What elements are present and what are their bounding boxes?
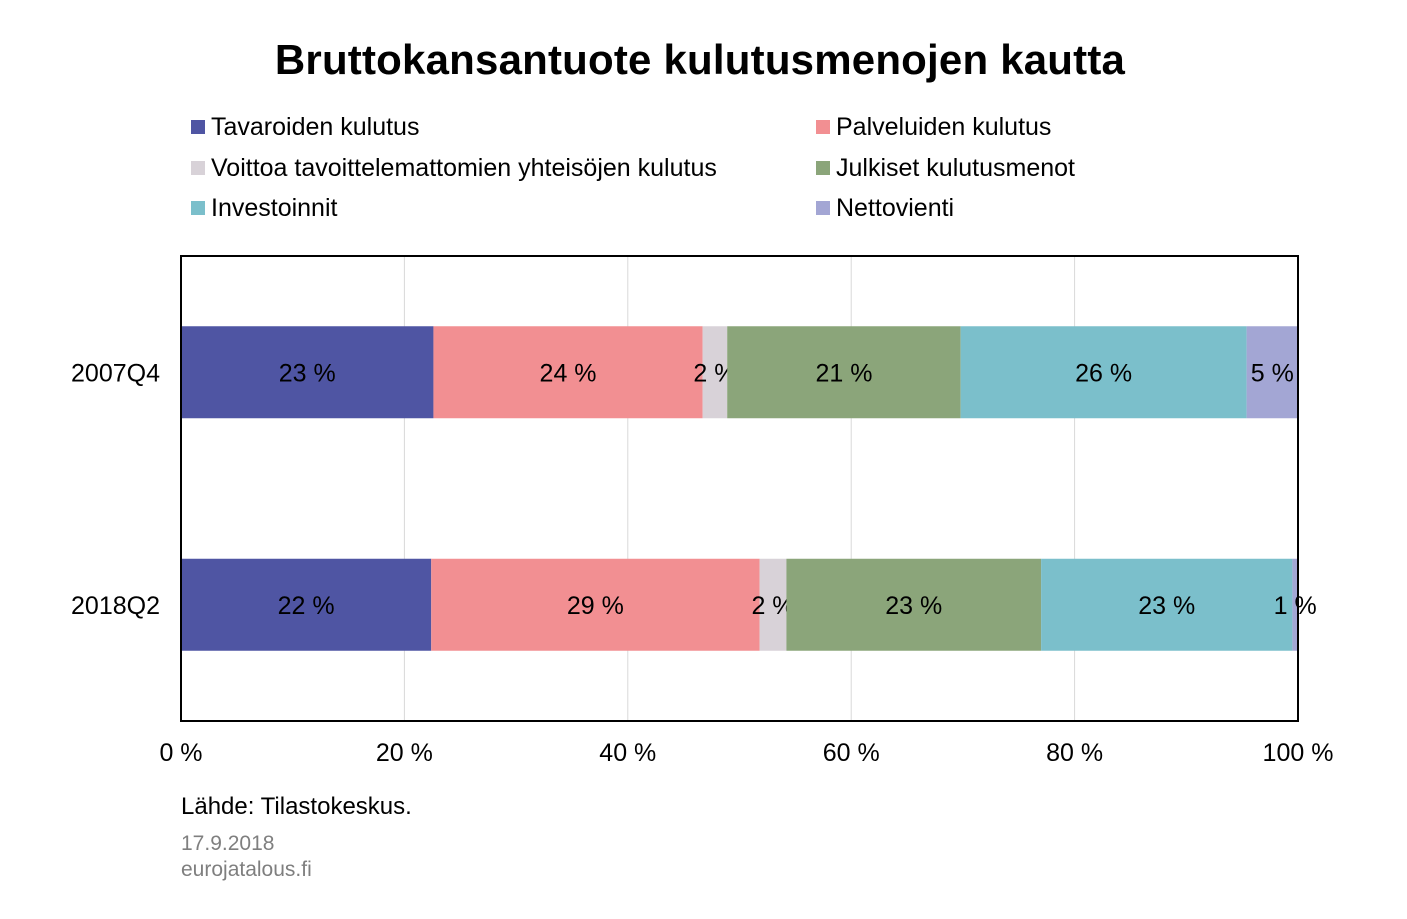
data-label: 23 %	[1138, 592, 1195, 620]
bar-segment	[181, 558, 432, 651]
legend-swatch	[816, 120, 830, 134]
data-label: 1 %	[1274, 592, 1317, 620]
legend-label: Tavaroiden kulutus	[211, 113, 420, 141]
legend-swatch	[191, 161, 205, 175]
data-label: 26 %	[1075, 359, 1132, 387]
bar-segment	[1246, 326, 1298, 419]
bar-segment	[960, 326, 1247, 419]
bar-segment	[433, 326, 703, 419]
plot-border	[180, 255, 1299, 722]
data-label: 23 %	[885, 592, 942, 620]
category-label: 2007Q4	[71, 359, 160, 387]
legend-label: Nettovienti	[836, 194, 955, 222]
legend-label: Investoinnit	[211, 194, 338, 222]
data-label: 23 %	[279, 359, 336, 387]
legend-swatch	[191, 201, 205, 215]
legend-label: Palveluiden kulutus	[836, 113, 1052, 141]
chart-title: Bruttokansantuote kulutusmenojen kautta	[274, 36, 1126, 83]
bar-segment	[1041, 558, 1293, 651]
data-label: 5 %	[1251, 359, 1294, 387]
legend-swatch	[191, 120, 205, 134]
x-tick-label: 100 %	[1263, 739, 1334, 767]
bar-segment	[786, 558, 1042, 651]
x-tick-label: 60 %	[823, 739, 880, 767]
bar-segment	[727, 326, 961, 419]
bar-segment	[759, 558, 787, 651]
bar-segment	[702, 326, 728, 419]
legend-label: Julkiset kulutusmenot	[836, 154, 1076, 182]
legend-label: Voittoa tavoittelemattomien yhteisöjen k…	[211, 154, 717, 182]
data-label: 29 %	[567, 592, 624, 620]
x-tick-label: 80 %	[1046, 739, 1103, 767]
data-label: 22 %	[278, 592, 335, 620]
data-label: 21 %	[815, 359, 872, 387]
x-tick-label: 20 %	[376, 739, 433, 767]
x-tick-label: 40 %	[599, 739, 656, 767]
site-name: eurojatalous.fi	[181, 858, 312, 881]
bar-segment	[181, 326, 434, 419]
bar-segment	[1292, 558, 1298, 651]
bar-segment	[431, 558, 760, 651]
data-label: 24 %	[540, 359, 597, 387]
legend-swatch	[816, 161, 830, 175]
legend-swatch	[816, 201, 830, 215]
source-note: Lähde: Tilastokeskus.	[181, 793, 412, 820]
publication-date: 17.9.2018	[181, 832, 275, 855]
category-label: 2018Q2	[71, 592, 160, 620]
x-tick-label: 0 %	[159, 739, 202, 767]
